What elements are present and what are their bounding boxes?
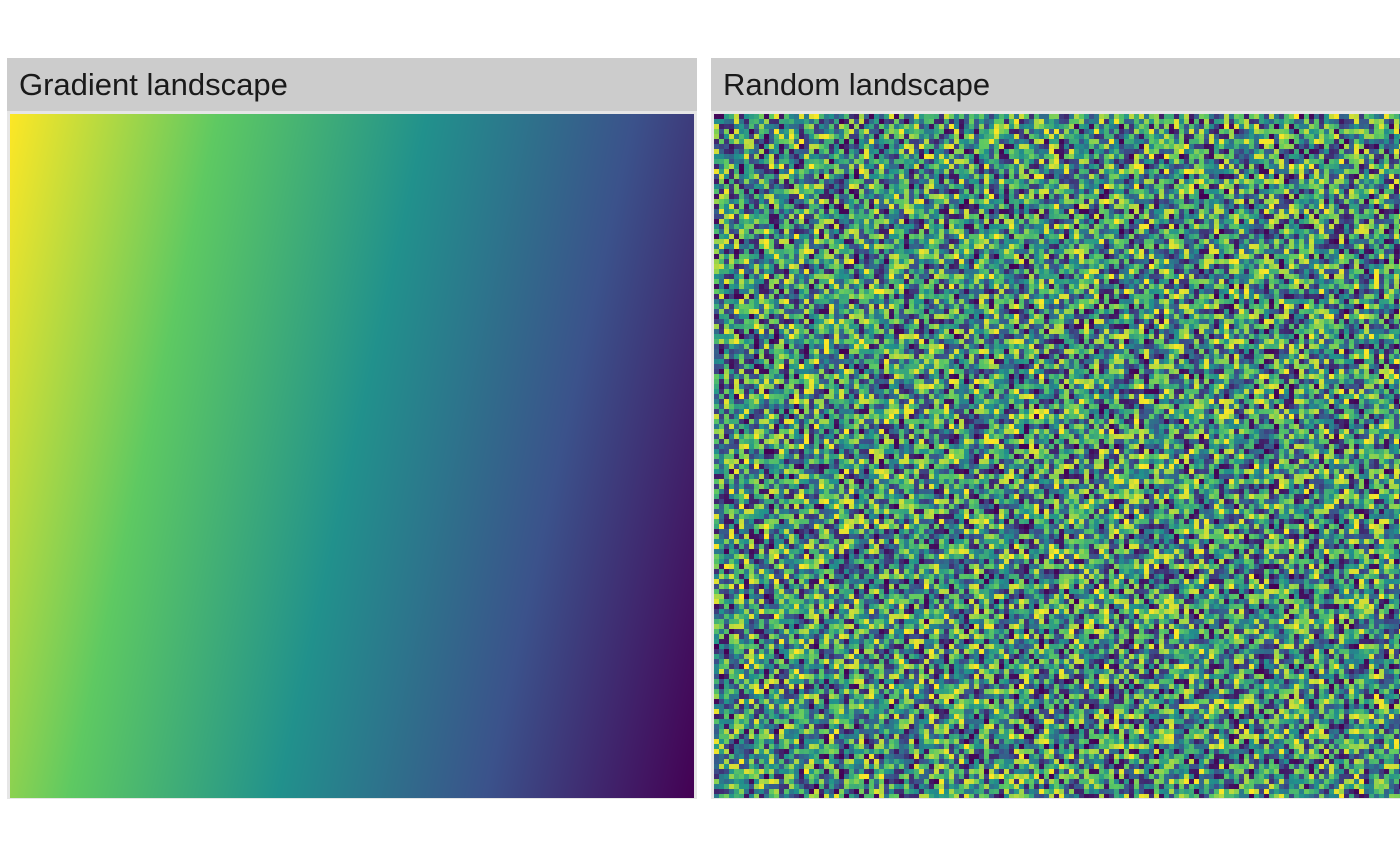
facet-strip-random: Random landscape (711, 58, 1400, 111)
facet-title-random: Random landscape (723, 67, 991, 102)
gradient-facet: Gradient landscape (7, 58, 697, 799)
random-raster (714, 114, 1400, 798)
facet-title-gradient: Gradient landscape (19, 67, 288, 102)
random-panel (711, 111, 1400, 799)
facet-strip-gradient: Gradient landscape (7, 58, 697, 111)
gradient-raster (10, 114, 694, 798)
gradient-panel (7, 111, 697, 799)
random-facet: Random landscape (711, 58, 1400, 799)
